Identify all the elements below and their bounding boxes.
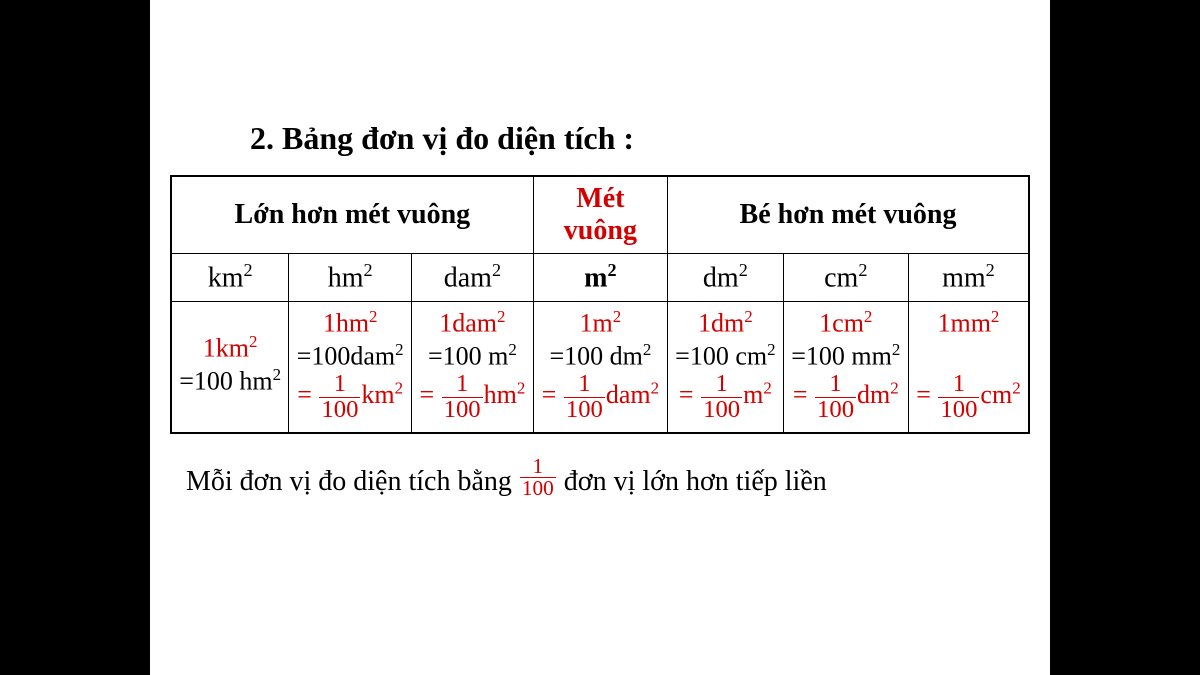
- table-header-row: Lớn hơn mét vuông Mét vuông Bé hơn mét v…: [171, 176, 1029, 254]
- footnote-post: đơn vị lớn hơn tiếp liền: [557, 466, 827, 497]
- section-title: 2. Bảng đơn vị đo diện tích :: [250, 120, 1030, 157]
- area-units-table: Lớn hơn mét vuông Mét vuông Bé hơn mét v…: [170, 175, 1030, 434]
- header-smaller: Bé hơn mét vuông: [668, 176, 1029, 254]
- formula-row: 1km2 =100 hm2 1hm2 =100dam2 = 1100km2 1d…: [171, 301, 1029, 433]
- footnote-pre: Mỗi đơn vị đo diện tích bằng: [186, 466, 519, 497]
- cell-cm: 1cm2 =100 mm2 = 1100dm2: [783, 301, 908, 433]
- cell-dam: 1dam2 =100 m2 = 1100hm2: [412, 301, 534, 433]
- header-meter-l2: vuông: [564, 215, 637, 246]
- cell-dm: 1dm2 =100 cm2 = 1100m2: [668, 301, 784, 433]
- slide: 2. Bảng đơn vị đo diện tích : Lớn hơn mé…: [150, 0, 1050, 675]
- unit-hm: hm2: [289, 254, 412, 301]
- unit-dm: dm2: [668, 254, 784, 301]
- header-meter: Mét vuông: [533, 176, 667, 254]
- units-row: km2 hm2 dam2 m2 dm2 cm2 mm2: [171, 254, 1029, 301]
- footnote: Mỗi đơn vị đo diện tích bằng 1100 đơn vị…: [186, 456, 1030, 500]
- footnote-fraction: 1100: [520, 456, 556, 500]
- unit-dam: dam2: [412, 254, 534, 301]
- cell-m: 1m2 =100 dm2 = 1100dam2: [533, 301, 667, 433]
- header-larger: Lớn hơn mét vuông: [171, 176, 533, 254]
- cell-mm: 1mm2 = 1100cm2: [908, 301, 1029, 433]
- unit-m: m2: [533, 254, 667, 301]
- cell-km: 1km2 =100 hm2: [171, 301, 289, 433]
- header-meter-l1: Mét: [576, 183, 624, 214]
- unit-km: km2: [171, 254, 289, 301]
- unit-cm: cm2: [783, 254, 908, 301]
- cell-hm: 1hm2 =100dam2 = 1100km2: [289, 301, 412, 433]
- unit-mm: mm2: [908, 254, 1029, 301]
